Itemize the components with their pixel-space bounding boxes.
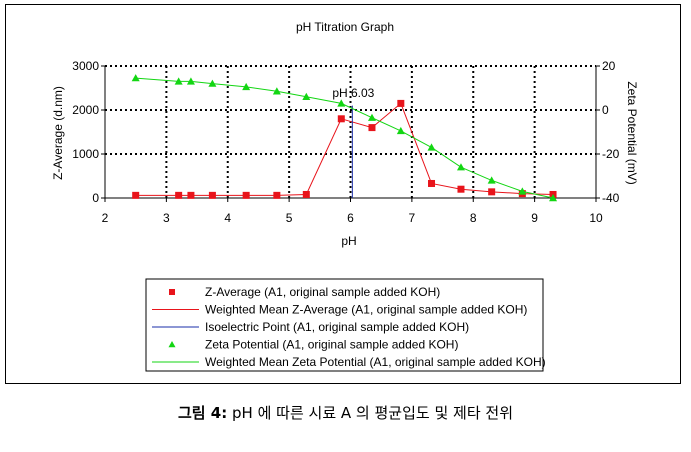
- y-axis-label: Z-Average (d.nm): [51, 86, 65, 180]
- x-tick-label: 10: [589, 211, 603, 225]
- y2-tick-label: 0: [602, 103, 609, 117]
- y-tick-label: 2000: [72, 103, 99, 117]
- series: [131, 74, 558, 202]
- legend-label: Zeta Potential (A1, original sample adde…: [205, 338, 458, 352]
- y-tick-label: 0: [92, 191, 99, 205]
- legend-label: Isoelectric Point (A1, original sample a…: [205, 320, 469, 334]
- isoelectric-annotation: pH 6.03: [332, 86, 374, 100]
- caption-text: pH 에 따른 시료 A 의 평균입도 및 제타 전위: [232, 404, 514, 422]
- series-line-1: [135, 102, 554, 196]
- x-tick-label: 5: [286, 211, 293, 225]
- x-axis-label: pH: [341, 234, 356, 248]
- x-tick-label: 8: [470, 211, 477, 225]
- x-tick-label: 3: [163, 211, 170, 225]
- legend-marker-triangle: [168, 341, 176, 348]
- y-tick-label: 1000: [72, 147, 99, 161]
- legend-marker-square: [169, 289, 175, 295]
- y-tick-label: 3000: [72, 59, 99, 73]
- y2-tick-label: 20: [602, 59, 616, 73]
- chart-frame: pH Titration Graph 2 3 4 5 6 7 8 9 10 0 1000 2000 30…: [5, 4, 681, 384]
- legend-label: Weighted Mean Z-Average (A1, original sa…: [205, 303, 527, 317]
- figure-caption: 그림 4: pH 에 따른 시료 A 의 평균입도 및 제타 전위: [0, 402, 691, 423]
- x-tick-label: 7: [409, 211, 416, 225]
- y2-axis-label: Zeta Potential (mV): [625, 81, 639, 184]
- legend-label: Weighted Mean Zeta Potential (A1, origin…: [205, 355, 546, 369]
- series-line-4: [135, 77, 554, 199]
- caption-label: 그림 4:: [177, 404, 228, 422]
- legend-box: [145, 278, 544, 372]
- legend-label: Z-Average (A1, original sample added KOH…: [205, 285, 440, 299]
- x-tick-label: 4: [224, 211, 231, 225]
- legend: Z-Average (A1, original sample added KOH…: [152, 285, 546, 369]
- chart-title: pH Titration Graph: [296, 20, 394, 34]
- x-tick-label: 9: [531, 211, 538, 225]
- y2-tick-label: -20: [602, 147, 620, 161]
- x-tick-label: 2: [102, 211, 109, 225]
- x-tick-label: 6: [347, 211, 354, 225]
- zeta-potential-point: [131, 74, 140, 82]
- y2-tick-label: -40: [602, 191, 620, 205]
- axes: 2 3 4 5 6 7 8 9 10 0 1000 2000 3000 -40 -20 0 20: [72, 59, 619, 225]
- titration-chart: pH Titration Graph 2 3 4 5 6 7 8 9 10 0 1000 2000 30…: [51, 20, 639, 372]
